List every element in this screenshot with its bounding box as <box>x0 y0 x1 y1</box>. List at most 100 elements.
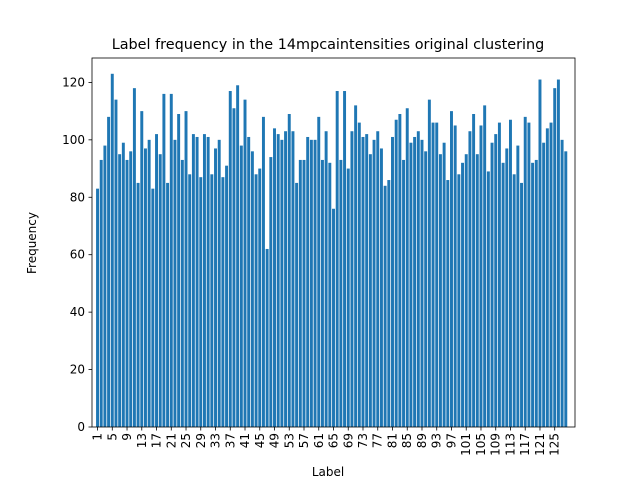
bar-29 <box>199 177 203 427</box>
bar-27 <box>191 134 195 427</box>
bar-110 <box>497 122 501 428</box>
bar-111 <box>501 162 505 427</box>
bar-106 <box>483 105 487 427</box>
bar-50 <box>276 134 280 427</box>
x-tick-label: 93 <box>430 433 444 448</box>
bar-23 <box>177 114 181 427</box>
bar-120 <box>538 79 542 427</box>
bar-24 <box>180 159 184 427</box>
bar-114 <box>512 174 516 427</box>
bar-15 <box>147 139 151 427</box>
bar-5 <box>110 73 114 427</box>
x-tick-label: 73 <box>356 433 370 448</box>
y-tick-label: 80 <box>70 190 85 204</box>
bar-109 <box>494 134 498 427</box>
bar-108 <box>490 142 494 427</box>
x-tick-label: 41 <box>238 433 252 448</box>
bar-34 <box>217 139 221 427</box>
bar-11 <box>132 88 136 428</box>
bar-76 <box>372 139 376 427</box>
bar-51 <box>280 139 284 427</box>
bar-126 <box>560 139 564 427</box>
bar-28 <box>195 136 199 427</box>
bar-92 <box>431 122 435 428</box>
bar-40 <box>239 145 243 427</box>
bar-105 <box>479 125 483 427</box>
bar-117 <box>523 116 527 428</box>
bar-30 <box>202 134 206 427</box>
bar-16 <box>151 188 155 427</box>
x-tick-label: 29 <box>194 433 208 448</box>
x-tick-label: 97 <box>444 433 458 448</box>
bar-113 <box>509 119 512 428</box>
bar-67 <box>339 159 343 427</box>
bar-22 <box>173 139 177 427</box>
x-tick-label: 1 <box>91 433 105 441</box>
bar-124 <box>553 88 557 428</box>
bar-18 <box>158 154 162 427</box>
bar-7 <box>118 154 122 427</box>
bar-49 <box>273 128 276 427</box>
bar-61 <box>317 116 321 428</box>
bar-75 <box>368 154 372 427</box>
bar-72 <box>357 122 361 428</box>
bar-65 <box>332 208 335 427</box>
bar-122 <box>545 128 549 427</box>
bar-59 <box>309 139 313 427</box>
bar-35 <box>221 177 225 427</box>
bar-125 <box>556 79 560 427</box>
bar-13 <box>140 111 144 428</box>
x-tick-label: 77 <box>371 433 385 448</box>
x-tick-label: 45 <box>253 433 267 448</box>
bars-group <box>96 73 568 428</box>
bar-41 <box>243 99 247 427</box>
x-tick-label: 121 <box>533 433 547 456</box>
bar-93 <box>435 122 439 428</box>
bar-33 <box>214 148 217 427</box>
chart-title: Label frequency in the 14mpcaintensities… <box>112 37 545 53</box>
bar-68 <box>343 91 347 428</box>
bar-57 <box>302 159 306 427</box>
bar-123 <box>549 122 553 428</box>
bar-77 <box>376 131 380 428</box>
bar-119 <box>534 159 538 427</box>
x-tick-label: 57 <box>297 433 311 448</box>
bar-48 <box>269 157 273 427</box>
bar-118 <box>531 162 535 427</box>
x-tick-label: 69 <box>341 433 355 448</box>
y-tick-label: 120 <box>62 75 85 89</box>
bar-21 <box>169 93 173 427</box>
bar-6 <box>114 99 118 427</box>
bar-9 <box>125 159 129 427</box>
bar-89 <box>420 139 424 427</box>
bar-32 <box>210 174 214 427</box>
bar-116 <box>520 182 524 427</box>
bar-70 <box>350 131 354 428</box>
x-tick-label: 125 <box>548 433 562 456</box>
bar-36 <box>225 165 229 427</box>
bar-38 <box>232 108 236 427</box>
bar-39 <box>236 85 240 427</box>
bar-86 <box>409 142 413 427</box>
bar-44 <box>254 174 258 427</box>
x-tick-label: 25 <box>179 433 193 448</box>
bar-4 <box>107 116 111 428</box>
bar-101 <box>464 154 468 427</box>
bar-103 <box>472 114 476 427</box>
bar-73 <box>361 136 365 427</box>
bar-104 <box>475 154 479 427</box>
x-tick-label: 13 <box>135 433 149 448</box>
bar-14 <box>143 148 147 427</box>
y-axis-label: Frequency <box>25 212 39 274</box>
bar-58 <box>306 136 310 427</box>
bar-85 <box>405 108 409 427</box>
x-tick-label: 85 <box>400 433 414 448</box>
bar-115 <box>516 145 520 427</box>
bar-2 <box>99 159 103 427</box>
bar-83 <box>398 114 402 427</box>
bar-100 <box>461 162 465 427</box>
bar-45 <box>258 168 262 427</box>
bar-25 <box>184 111 188 428</box>
bar-90 <box>424 151 428 427</box>
x-tick-label: 17 <box>150 433 164 448</box>
